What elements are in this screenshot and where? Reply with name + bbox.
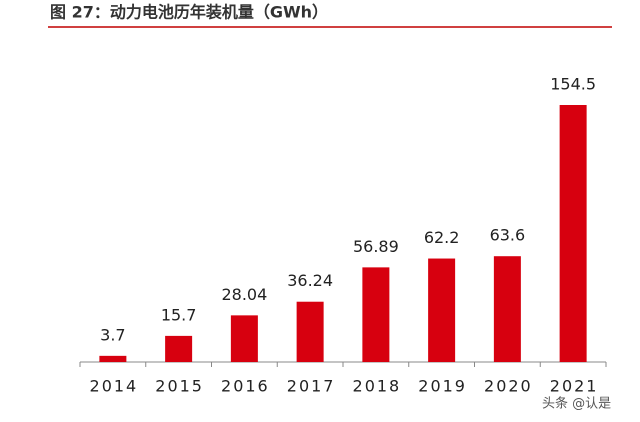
- x-tick-label: 2016: [221, 377, 270, 396]
- x-tick-label: 2018: [353, 377, 402, 396]
- value-label: 15.7: [161, 305, 197, 324]
- value-label: 62.2: [424, 228, 460, 247]
- value-label: 63.6: [490, 226, 526, 245]
- bar: [428, 258, 456, 362]
- bar: [230, 315, 258, 362]
- x-tick-label: 2015: [155, 377, 204, 396]
- x-tick-label: 2021: [550, 377, 599, 396]
- x-tick-label: 2020: [484, 377, 533, 396]
- chart-title: 图 27：动力电池历年装机量（GWh）: [50, 3, 328, 22]
- watermark: 头条 @认是: [542, 396, 611, 412]
- value-label: 28.04: [221, 285, 267, 304]
- bar: [493, 256, 521, 362]
- bar: [99, 355, 127, 362]
- value-label: 154.5: [550, 75, 596, 94]
- x-tick-label: 2019: [418, 377, 467, 396]
- bar: [362, 267, 390, 362]
- bar: [296, 301, 324, 362]
- bar: [559, 105, 587, 362]
- bar: [165, 335, 193, 362]
- value-label: 36.24: [287, 271, 333, 290]
- x-tick-label: 2014: [90, 377, 139, 396]
- x-tick-label: 2017: [287, 377, 336, 396]
- value-label: 56.89: [353, 237, 399, 256]
- value-label: 3.7: [100, 325, 125, 344]
